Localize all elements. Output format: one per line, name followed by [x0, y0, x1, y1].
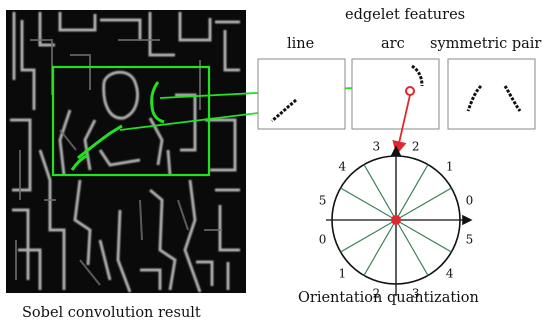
orientation-caption: Orientation quantization — [298, 290, 479, 306]
feature-label-line: line — [287, 36, 315, 52]
dial-bin-label: 3 — [372, 140, 380, 154]
sobel-image — [6, 10, 246, 293]
dial-bin-label: 5 — [319, 193, 327, 207]
detection-box — [51, 65, 211, 177]
dial-bin-label: 2 — [372, 286, 380, 300]
feature-label-arc: arc — [381, 36, 405, 52]
red-arrow — [392, 94, 411, 156]
dial-bin-label: 4 — [446, 267, 454, 281]
feature-panel-line — [257, 58, 346, 130]
edgelet-features-title: edgelet features — [345, 7, 466, 23]
dial-bin-label: 0 — [466, 193, 474, 207]
dial-bin-label: 4 — [338, 159, 346, 173]
sobel-caption: Sobel convolution result — [22, 305, 201, 321]
dial-bin-label: 5 — [466, 233, 474, 247]
orientation-dial — [326, 145, 473, 296]
feature-panel-arc — [351, 58, 440, 130]
image-edgelets — [70, 81, 165, 171]
dial-bin-labels: 3 2 1 0 5 4 3 2 1 0 5 4 — [319, 140, 473, 301]
dial-bin-label: 1 — [338, 267, 346, 281]
dial-bin-label: 2 — [412, 140, 420, 154]
feature-label-symmetric-pair: symmetric pair — [430, 36, 542, 52]
dial-bin-label: 0 — [319, 233, 327, 247]
dial-bin-label: 1 — [446, 159, 454, 173]
feature-panel-symmetric-pair — [447, 58, 536, 130]
dial-bin-label: 3 — [412, 286, 420, 300]
